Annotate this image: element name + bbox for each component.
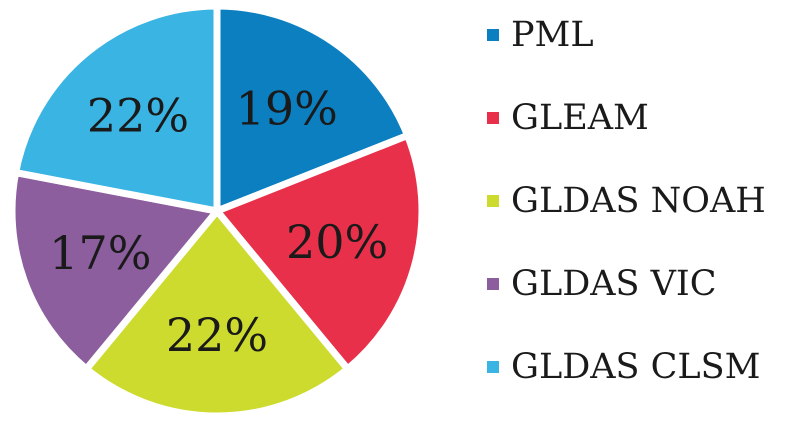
legend-label: GLDAS VIC	[511, 264, 717, 304]
data-label: 22%	[87, 89, 189, 143]
pie-slice-pml	[213, 2, 412, 215]
pie-slice-gldas-noah	[82, 207, 352, 420]
legend-label: GLDAS NOAH	[511, 181, 766, 221]
legend-swatch	[487, 29, 499, 41]
legend-item: GLDAS CLSM	[487, 347, 760, 387]
pie-slice-gldas-vic	[8, 169, 221, 373]
legend-label: GLEAM	[511, 98, 649, 138]
legend: PML GLEAM GLDAS NOAH GLDAS VIC GLDAS CLSM	[487, 15, 766, 387]
legend-item: PML	[487, 15, 594, 55]
legend-swatch	[487, 112, 499, 124]
pie-slice-labels: 19% 20% 22% 17% 22%	[49, 81, 388, 362]
legend-swatch	[487, 361, 499, 373]
data-label: 17%	[49, 226, 151, 280]
legend-label: PML	[511, 15, 594, 55]
data-label: 19%	[236, 81, 338, 135]
data-label: 22%	[166, 308, 268, 362]
pie-slice-gldas-clsm	[12, 2, 221, 215]
legend-item: GLDAS VIC	[487, 264, 717, 304]
legend-swatch	[487, 278, 499, 290]
legend-swatch	[487, 195, 499, 207]
legend-item: GLDAS NOAH	[487, 181, 766, 221]
pie-slices	[8, 2, 426, 420]
legend-item: GLEAM	[487, 98, 649, 138]
data-label: 20%	[286, 215, 388, 269]
pie-slice-gleam	[213, 132, 426, 373]
legend-label: GLDAS CLSM	[511, 347, 760, 387]
